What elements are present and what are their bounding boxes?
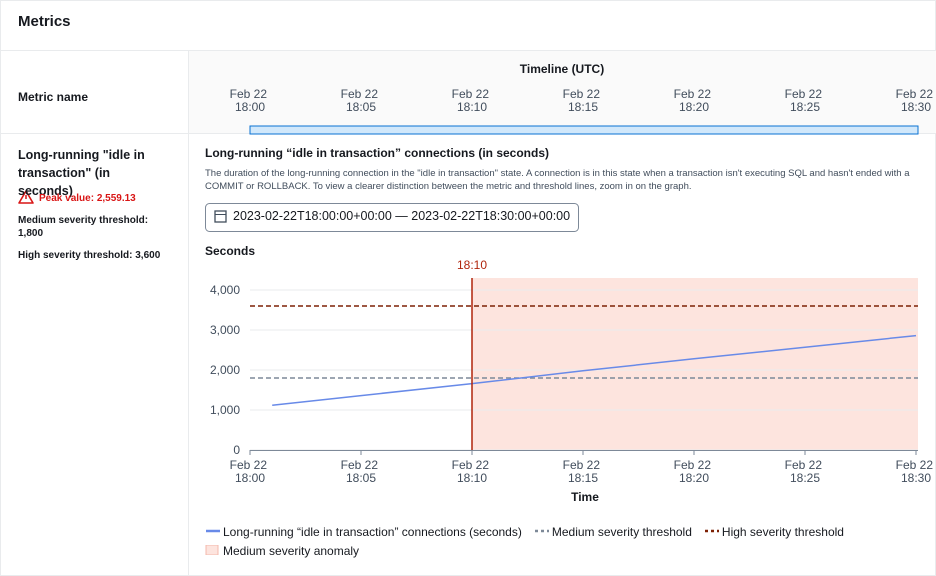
date-range-text: 2023-02-22T18:00:00+00:00 — 2023-02-22T1…: [233, 209, 571, 223]
x-tick-label: Feb 22 18:20: [674, 458, 715, 485]
legend-item[interactable]: Long-running “idle in transaction” conne…: [205, 525, 522, 539]
calendar-icon: [214, 210, 227, 223]
high-threshold: High severity threshold: 3,600: [18, 250, 161, 261]
timeline-bg: [188, 51, 936, 133]
x-tick-label: Feb 22 18:20: [674, 87, 715, 114]
anomaly-region: [472, 278, 918, 450]
y-tick-label: 1,000: [210, 403, 240, 417]
legend-swatch: [206, 529, 220, 533]
y-tick-label: 3,000: [210, 323, 240, 337]
column-header: Timeline (UTC): [519, 62, 605, 76]
legend-label: Medium severity anomaly: [223, 544, 360, 558]
y-axis-title: Seconds: [205, 244, 256, 258]
legend-label: High severity threshold: [721, 525, 844, 539]
date-range-input[interactable]: [205, 203, 579, 232]
warning-icon: [18, 190, 34, 204]
legend-item[interactable]: Medium severity threshold: [534, 525, 692, 539]
x-tick-label: Feb 22 18:15: [563, 87, 604, 114]
x-tick-label: Feb 22 18:30: [896, 458, 936, 485]
y-tick-label: 2,000: [210, 363, 240, 377]
detail-description: The duration of the long-running connect…: [205, 168, 910, 192]
medium-threshold: Medium severity threshold: 1,800: [18, 215, 149, 239]
legend-item[interactable]: Medium severity anomaly: [205, 544, 359, 558]
x-axis-title: Time: [571, 490, 599, 504]
panel-title: Metrics: [18, 13, 71, 30]
time-marker-label: 18:10: [457, 258, 487, 272]
x-tick-label: Feb 22 18:00: [230, 87, 271, 114]
x-tick-label: Feb 22 18:00: [230, 458, 271, 485]
legend-swatch: [534, 529, 549, 533]
y-tick-label: 4,000: [210, 283, 240, 297]
timeline-range: [249, 125, 919, 135]
detail-title: Long-running “idle in transaction” conne…: [205, 146, 550, 160]
x-tick-label: Feb 22 18:05: [341, 458, 382, 485]
data-line: [272, 334, 917, 406]
x-tick-label: Feb 22 18:15: [563, 458, 604, 485]
peak-value: Peak value: 2,559.13: [39, 193, 136, 204]
y-tick-label: 0: [233, 443, 240, 457]
x-tick-label: Feb 22 18:10: [452, 87, 493, 114]
legend-label: Long-running “idle in transaction” conne…: [223, 525, 522, 539]
legend-swatch: [205, 544, 219, 556]
column-header: Metric name: [18, 90, 89, 104]
x-tick-label: Feb 22 18:10: [452, 458, 493, 485]
legend-swatch: [704, 529, 719, 533]
legend: Long-running “idle in transaction” conne…: [205, 523, 925, 561]
legend-item[interactable]: High severity threshold: [704, 525, 844, 539]
x-tick-label: Feb 22 18:30: [896, 87, 936, 114]
legend-label: Medium severity threshold: [551, 525, 692, 539]
metric-name[interactable]: Long-running "idle in transaction" (in s…: [18, 148, 145, 198]
x-tick-label: Feb 22 18:25: [785, 458, 826, 485]
x-tick-label: Feb 22 18:05: [341, 87, 382, 114]
x-tick-label: Feb 22 18:25: [785, 87, 826, 114]
